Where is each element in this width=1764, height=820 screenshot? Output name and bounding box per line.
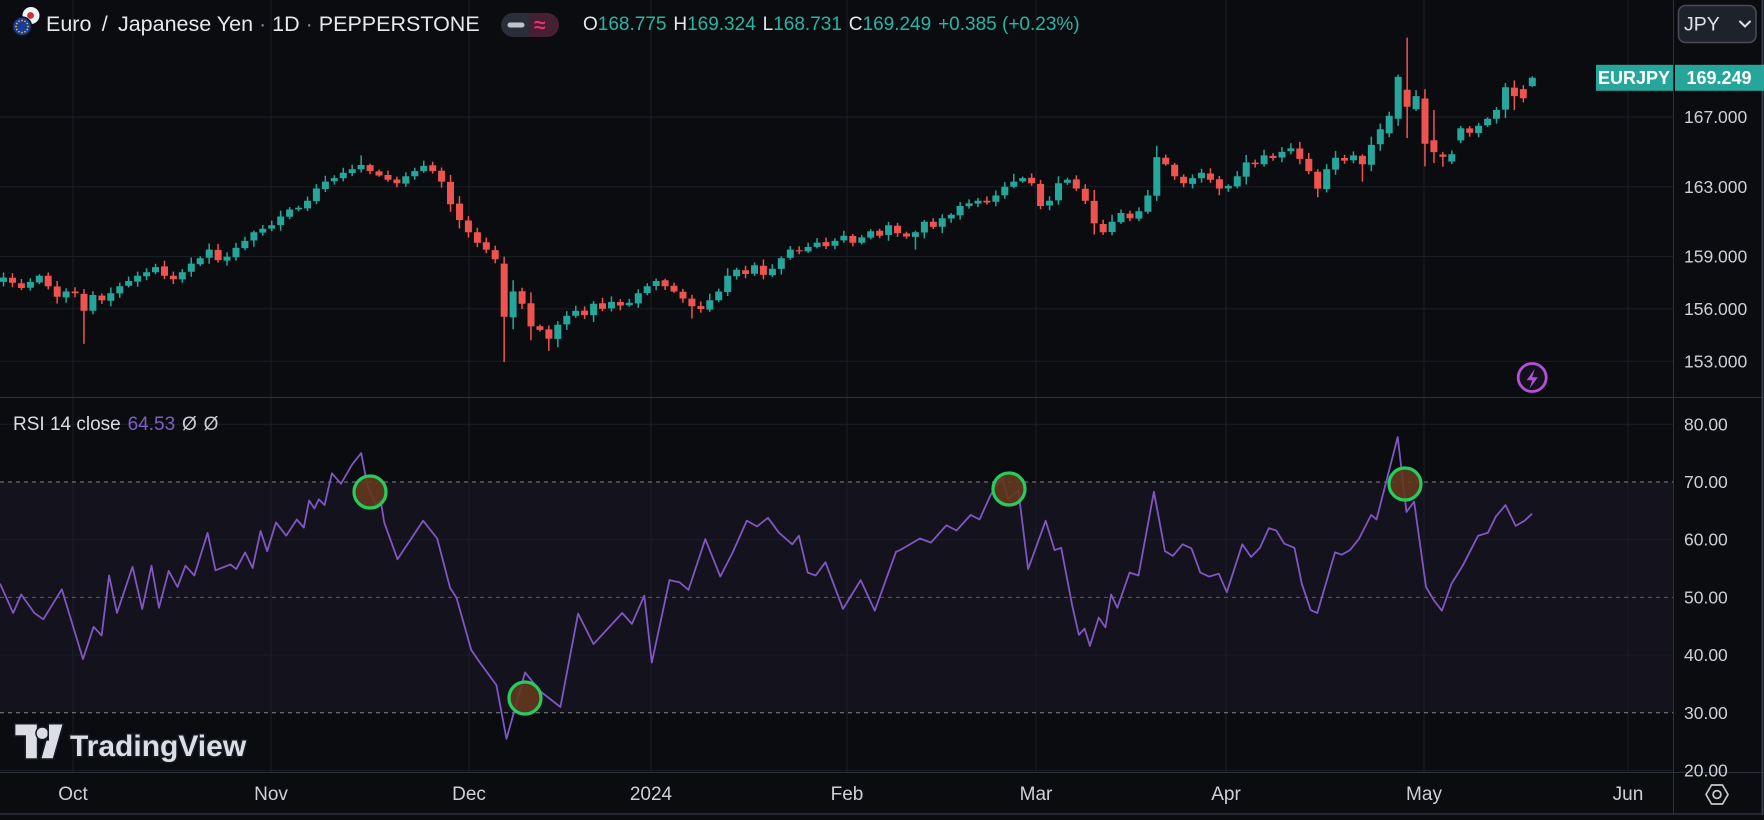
svg-text:60.00: 60.00 <box>1684 530 1728 550</box>
svg-text:RSI 14 close 64.53 Ø Ø: RSI 14 close 64.53 Ø Ø <box>13 414 219 435</box>
svg-text:80.00: 80.00 <box>1684 414 1728 434</box>
svg-text:TradingView: TradingView <box>70 730 247 763</box>
svg-text:159.000: 159.000 <box>1684 247 1748 267</box>
svg-text:Apr: Apr <box>1211 784 1241 805</box>
svg-text:20.00: 20.00 <box>1684 761 1728 781</box>
svg-text:Oct: Oct <box>58 784 88 805</box>
svg-text:Nov: Nov <box>254 784 288 805</box>
svg-text:169.249: 169.249 <box>1686 68 1751 88</box>
svg-text:156.000: 156.000 <box>1684 299 1748 319</box>
svg-text:Jun: Jun <box>1613 784 1644 805</box>
svg-text:Feb: Feb <box>831 784 864 805</box>
svg-text:163.000: 163.000 <box>1684 177 1748 197</box>
svg-text:30.00: 30.00 <box>1684 703 1728 723</box>
svg-text:167.000: 167.000 <box>1684 107 1748 127</box>
svg-text:50.00: 50.00 <box>1684 587 1728 607</box>
svg-text:Euro / Japanese Yen · 1D · P: Euro / Japanese Yen · 1D · PEPPERSTONE <box>46 12 480 36</box>
svg-text:153.000: 153.000 <box>1684 351 1748 371</box>
svg-text:O168.775 H169.324 L168.731: O168.775 H169.324 L168.731 C169.249 +0.3… <box>583 14 1080 35</box>
svg-text:Dec: Dec <box>452 784 486 805</box>
svg-text:Mar: Mar <box>1020 784 1053 805</box>
svg-text:JPY: JPY <box>1684 14 1720 36</box>
svg-text:EURJPY: EURJPY <box>1598 68 1670 88</box>
svg-text:40.00: 40.00 <box>1684 645 1728 665</box>
svg-text:2024: 2024 <box>630 784 673 805</box>
svg-text:≈: ≈ <box>534 14 546 37</box>
svg-text:May: May <box>1406 784 1442 805</box>
svg-text:70.00: 70.00 <box>1684 472 1728 492</box>
